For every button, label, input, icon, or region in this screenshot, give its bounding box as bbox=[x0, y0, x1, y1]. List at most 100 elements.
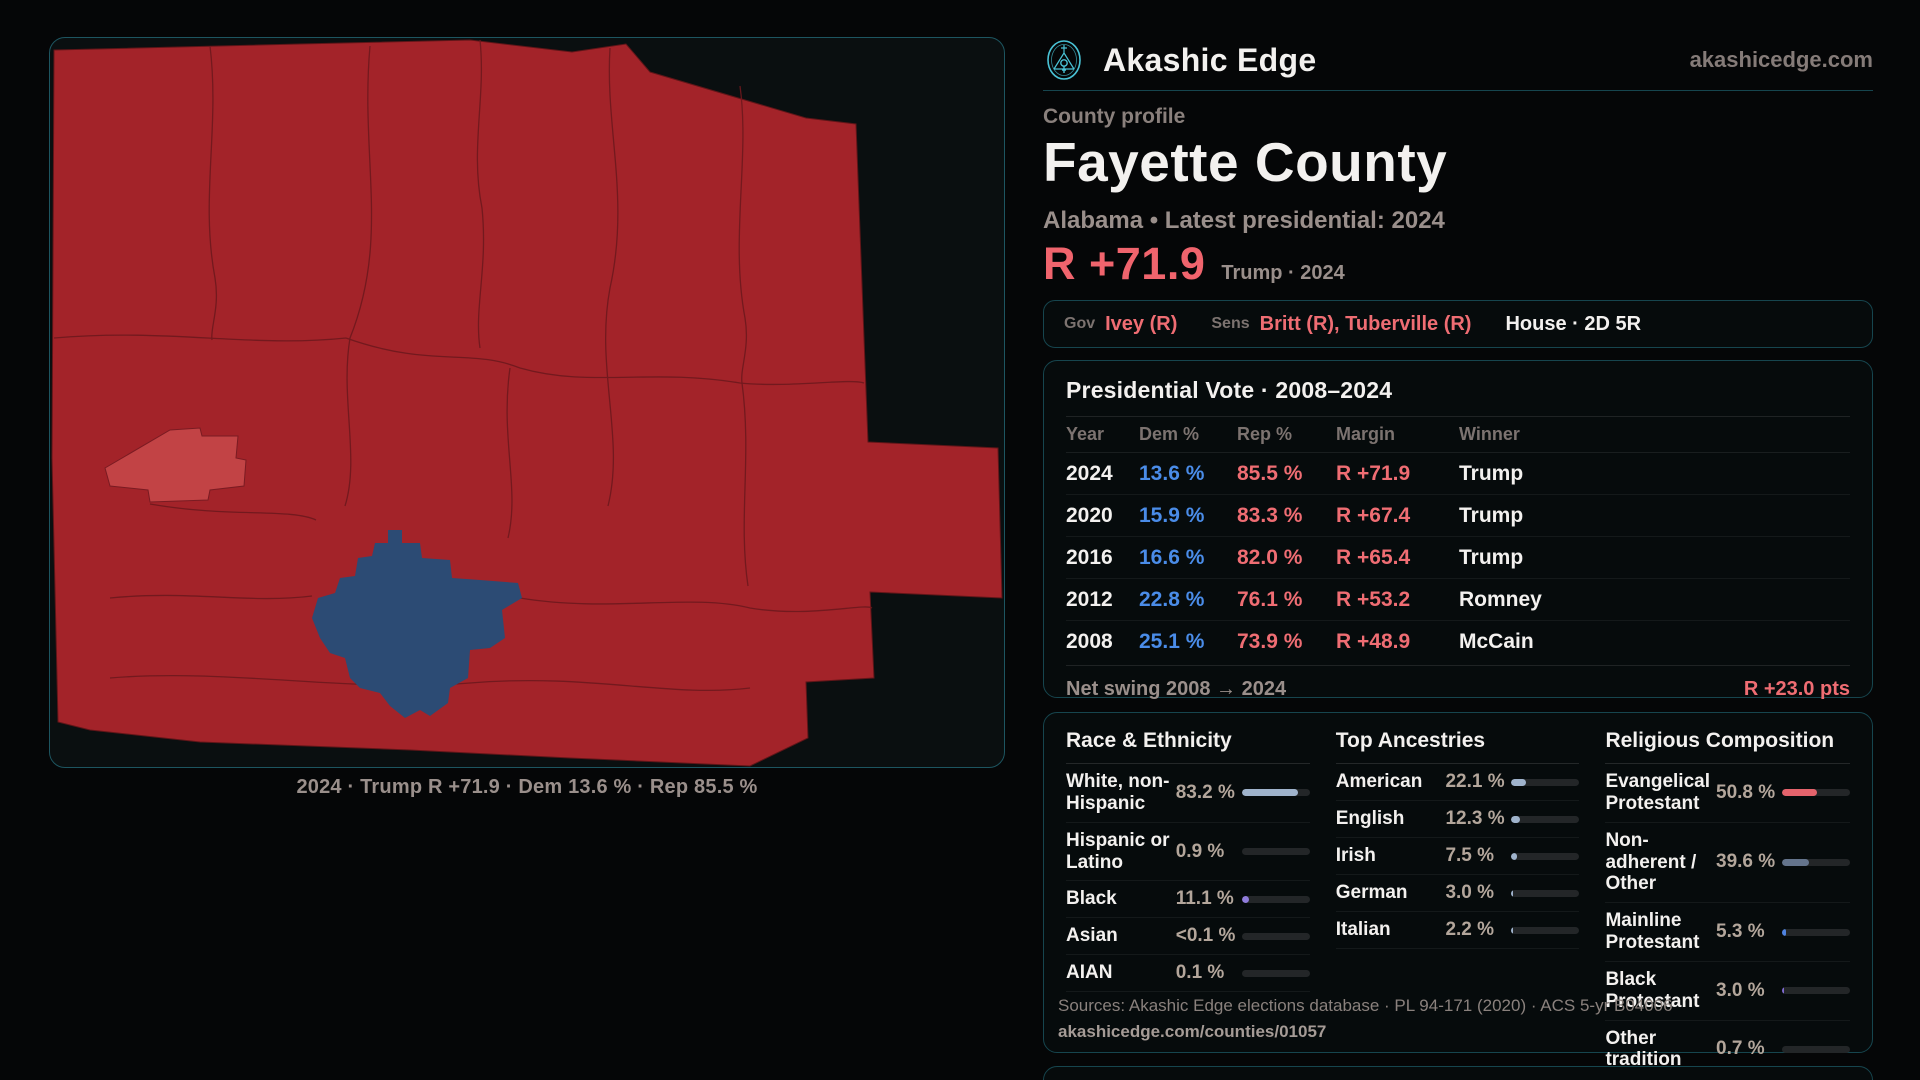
col-header-dem: Dem % bbox=[1139, 424, 1200, 444]
demo-row: White, non-Hispanic 83.2 % bbox=[1066, 764, 1310, 823]
net-swing-row: Net swing 2008 → 2024 R +23.0 pts bbox=[1066, 665, 1850, 713]
sens-label: Sens bbox=[1211, 315, 1250, 332]
page-title: Fayette County bbox=[1043, 131, 1448, 193]
col-header-winner: Winner bbox=[1459, 424, 1520, 444]
race-ethnicity-section: Race & Ethnicity White, non-Hispanic 83.… bbox=[1066, 729, 1310, 1078]
table-row: 2012 22.8 % 76.1 % R +53.2 Romney bbox=[1066, 579, 1850, 621]
demo-row: German 3.0 % bbox=[1335, 875, 1580, 912]
site-domain-link[interactable]: akashicedge.com bbox=[1689, 47, 1873, 72]
bar-fill bbox=[1241, 895, 1250, 903]
cell-dem: 22.8 % bbox=[1139, 587, 1205, 611]
bar-track bbox=[1241, 969, 1310, 977]
bar-fill bbox=[1782, 858, 1809, 866]
bar-fill bbox=[1511, 852, 1517, 860]
section-heading: Top Ancestries bbox=[1335, 729, 1580, 764]
bar-fill bbox=[1511, 778, 1527, 786]
demo-row: AIAN 0.1 % bbox=[1066, 955, 1310, 993]
cell-year: 2012 bbox=[1066, 587, 1113, 611]
bar-fill bbox=[1511, 926, 1513, 934]
demo-row: Evangelical Protestant 50.8 % bbox=[1605, 764, 1850, 823]
bar-fill bbox=[1511, 815, 1520, 823]
cell-rep: 76.1 % bbox=[1237, 587, 1303, 611]
cell-rep: 83.3 % bbox=[1237, 503, 1303, 527]
cell-dem: 15.9 % bbox=[1139, 503, 1205, 527]
county-map-panel bbox=[49, 37, 1005, 768]
col-header-year: Year bbox=[1066, 424, 1105, 444]
bar-track bbox=[1782, 1045, 1850, 1053]
bar-track bbox=[1511, 889, 1580, 897]
net-swing-label: Net swing 2008 → 2024 bbox=[1066, 678, 1287, 700]
bar-track bbox=[1511, 778, 1580, 786]
bar-fill bbox=[1511, 889, 1514, 897]
col-header-margin: Margin bbox=[1336, 424, 1396, 444]
cell-dem: 13.6 % bbox=[1139, 461, 1205, 485]
map-region-red[interactable] bbox=[51, 39, 1003, 767]
table-row: 2024 13.6 % 85.5 % R +71.9 Trump bbox=[1066, 453, 1850, 495]
cell-rep: 85.5 % bbox=[1237, 461, 1303, 485]
religion-section: Religious Composition Evangelical Protes… bbox=[1605, 729, 1850, 1078]
demo-row: American 22.1 % bbox=[1335, 764, 1580, 801]
table-row: 2020 15.9 % 83.3 % R +67.4 Trump bbox=[1066, 495, 1850, 537]
demo-row: Italian 2.2 % bbox=[1335, 912, 1580, 949]
col-header-rep: Rep % bbox=[1237, 424, 1293, 444]
brand-logo-icon[interactable] bbox=[1043, 39, 1085, 81]
officials-bar: Gov Ivey (R) Sens Britt (R), Tuberville … bbox=[1043, 300, 1873, 348]
bar-track bbox=[1241, 895, 1310, 903]
cell-year: 2008 bbox=[1066, 630, 1113, 653]
cell-margin: R +71.9 bbox=[1336, 461, 1411, 485]
demographics-card: Race & Ethnicity White, non-Hispanic 83.… bbox=[1043, 712, 1873, 1070]
demo-row: English 12.3 % bbox=[1335, 801, 1580, 838]
bar-track bbox=[1782, 858, 1850, 866]
app-header: Akashic Edge akashicedge.com bbox=[1043, 30, 1873, 90]
cell-year: 2016 bbox=[1066, 545, 1113, 569]
vote-table-header: Year Dem % Rep % Margin Winner bbox=[1066, 417, 1850, 453]
header-divider bbox=[1043, 90, 1873, 91]
presidential-vote-card: Presidential Vote · 2008–2024 Year Dem %… bbox=[1043, 360, 1873, 700]
sources-footer: Sources: Akashic Edge elections database… bbox=[1058, 993, 1673, 1044]
county-map[interactable] bbox=[50, 38, 1005, 768]
headline-margin-context: Trump · 2024 bbox=[1221, 262, 1345, 284]
demo-row: Irish 7.5 % bbox=[1335, 838, 1580, 875]
permalink[interactable]: akashicedge.com/counties/01057 bbox=[1058, 1021, 1327, 1041]
house-value: House · 2D 5R bbox=[1505, 312, 1642, 335]
cell-dem: 25.1 % bbox=[1139, 630, 1205, 653]
bar-track bbox=[1511, 926, 1580, 934]
bar-track bbox=[1511, 815, 1580, 823]
kicker-label: County profile bbox=[1043, 105, 1186, 128]
demo-row: Asian <0.1 % bbox=[1066, 918, 1310, 956]
net-swing-value: R +23.0 pts bbox=[1743, 678, 1850, 700]
cell-winner: Trump bbox=[1459, 461, 1524, 485]
bar-track bbox=[1782, 928, 1850, 936]
section-heading: Religious Composition bbox=[1605, 729, 1850, 764]
cell-dem: 16.6 % bbox=[1139, 545, 1205, 569]
cell-winner: Trump bbox=[1459, 503, 1524, 527]
table-row: 2016 16.6 % 82.0 % R +65.4 Trump bbox=[1066, 537, 1850, 579]
bar-fill bbox=[1241, 789, 1299, 797]
county-borders bbox=[53, 39, 873, 692]
bar-track bbox=[1241, 848, 1310, 856]
demo-row: Hispanic or Latino 0.9 % bbox=[1066, 823, 1310, 882]
bar-track bbox=[1241, 789, 1310, 797]
county-shape-highlight[interactable] bbox=[104, 427, 247, 503]
cell-margin: R +67.4 bbox=[1336, 503, 1411, 527]
gov-value: Ivey (R) bbox=[1105, 312, 1178, 335]
cell-margin: R +65.4 bbox=[1336, 545, 1411, 569]
next-section-card bbox=[1043, 1066, 1873, 1080]
map-caption: 2024 · Trump R +71.9 · Dem 13.6 % · Rep … bbox=[296, 776, 758, 798]
demo-row: Other tradition 0.7 % bbox=[1605, 1021, 1850, 1079]
county-shape-blue[interactable] bbox=[312, 530, 522, 718]
cell-margin: R +53.2 bbox=[1336, 587, 1411, 611]
bar-fill bbox=[1782, 987, 1785, 995]
bar-fill bbox=[1782, 928, 1786, 936]
sens-value: Britt (R), Tuberville (R) bbox=[1259, 312, 1472, 335]
demo-row: Black Protestant 3.0 % bbox=[1605, 962, 1850, 1021]
bar-fill bbox=[1782, 789, 1817, 797]
bar-track bbox=[1241, 932, 1310, 940]
sources-line: Sources: Akashic Edge elections database… bbox=[1058, 996, 1673, 1015]
page-subtitle: Alabama • Latest presidential: 2024 bbox=[1043, 207, 1445, 234]
section-heading: Race & Ethnicity bbox=[1066, 729, 1310, 764]
vote-table-title: Presidential Vote · 2008–2024 bbox=[1066, 377, 1850, 417]
cell-winner: Romney bbox=[1459, 587, 1542, 611]
bar-track bbox=[1782, 987, 1850, 995]
